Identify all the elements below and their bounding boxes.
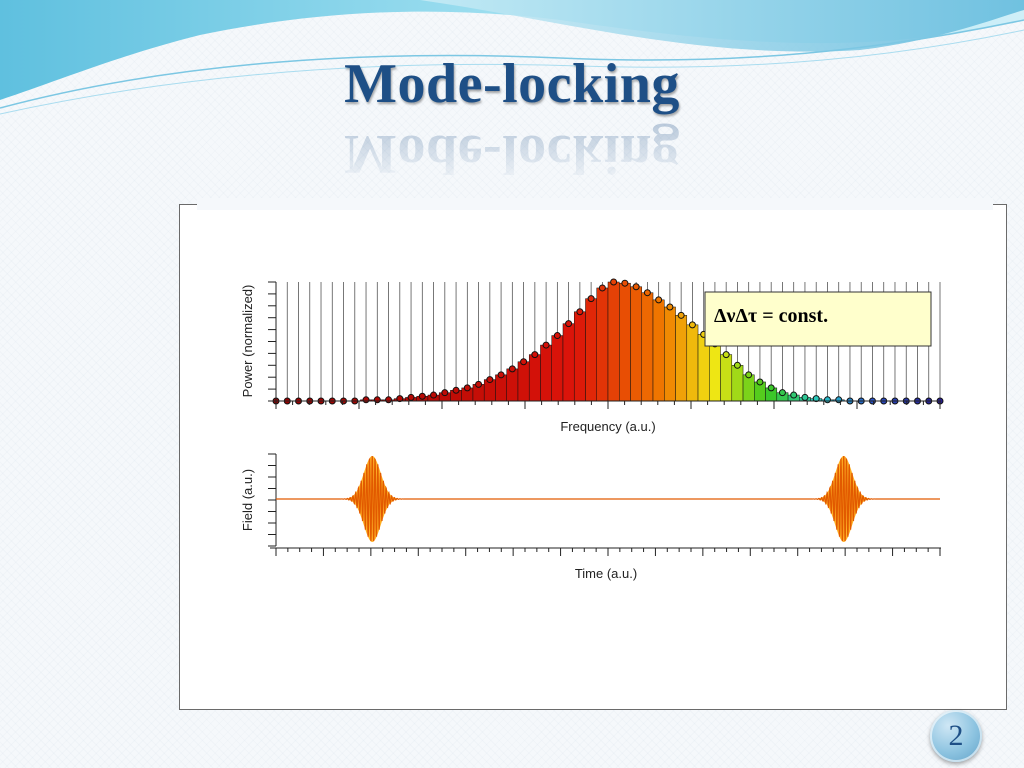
spectrum-bar: [630, 286, 643, 402]
spectrum-point: [531, 351, 539, 359]
spectrum-point: [745, 371, 753, 379]
spectrum-bar: [731, 365, 744, 402]
spectrum-point: [475, 380, 483, 388]
spectrum-bars: [360, 281, 845, 402]
spectrum-point: [587, 295, 595, 303]
spectrum-point: [396, 395, 404, 403]
spectrum-point: [407, 393, 415, 401]
spectrum-point: [452, 386, 460, 394]
spectrum-point: [418, 392, 426, 400]
figure-frame: [179, 204, 1007, 710]
spectrum-point: [598, 284, 606, 292]
spectrum-point: [508, 365, 516, 373]
pulse-envelope-1: [336, 456, 409, 542]
spectrum-bar: [709, 343, 721, 402]
spectrum-bar: [641, 292, 654, 402]
header-waves: [0, 0, 1024, 115]
spectrum-bar: [652, 299, 665, 402]
spectrum-point: [778, 389, 786, 397]
spectrum-point: [733, 361, 741, 369]
spectrum-bar: [619, 282, 631, 402]
spectrum-bar: [551, 335, 564, 402]
spectrum-bar: [562, 323, 575, 402]
spectrum-bar: [585, 298, 597, 402]
pulse-envelope-2: [807, 456, 880, 542]
spectrum-point: [385, 396, 393, 404]
spectrum-point: [812, 395, 820, 403]
spectrum-bar: [664, 306, 676, 402]
spectrum-point: [688, 321, 696, 329]
wave-right-band: [420, 0, 1024, 52]
spectrum-bar: [686, 324, 699, 402]
spectrum-point: [722, 351, 730, 359]
annotation-box: [704, 291, 932, 347]
spectrum-point: [497, 371, 505, 379]
spectrum-point: [801, 393, 809, 401]
spectrum-point: [655, 296, 663, 304]
frame-top-gap: [197, 198, 993, 210]
spectrum-point: [430, 391, 438, 399]
spectrum-bar: [540, 344, 552, 402]
spectrum-point: [565, 320, 573, 328]
spectrum-x-label: Frequency (a.u.): [560, 419, 655, 434]
spectrum-bar: [607, 281, 620, 402]
spectrum-point: [520, 358, 528, 366]
spectrum-point: [666, 303, 674, 311]
spectrum-point: [677, 311, 685, 319]
spectrum-point: [823, 396, 831, 404]
wave-line-1: [0, 19, 1024, 109]
annotation-text: ΔνΔτ = const.: [714, 305, 828, 327]
spectrum-point: [362, 396, 370, 404]
page-number-badge: 2: [930, 710, 982, 762]
field-x-label: Time (a.u.): [575, 566, 637, 581]
spectrum-bar: [573, 311, 586, 402]
spectrum-point: [576, 308, 584, 316]
field-trace: [276, 455, 940, 542]
spectrum-point: [610, 278, 618, 286]
spectrum-point: [441, 389, 449, 397]
spectrum-y-label: Power (normalized): [240, 285, 255, 398]
spectrum-bar: [528, 354, 541, 402]
spectrum-point: [790, 391, 798, 399]
spectrum-point: [553, 332, 561, 340]
spectrum-point: [643, 289, 651, 297]
spectrum-point: [632, 283, 640, 291]
spectrum-bar: [517, 361, 530, 402]
wave-line-2: [0, 29, 1024, 115]
spectrum-bar: [675, 315, 688, 402]
spectrum-point: [542, 341, 550, 349]
spectrum-bar: [720, 354, 733, 402]
spectrum-point: [463, 384, 471, 392]
spectrum-point: [486, 376, 494, 384]
spectrum-point: [756, 378, 764, 386]
spectrum-bar: [742, 374, 755, 402]
spectrum-markers: [272, 278, 944, 405]
spectrum-point: [767, 384, 775, 392]
spectrum-bar: [495, 374, 507, 402]
field-y-label: Field (a.u.): [240, 469, 255, 531]
spectrum-bar: [596, 287, 609, 402]
spectrum-bar: [506, 368, 519, 402]
slide-title: Mode-locking: [344, 53, 680, 115]
spectrum-point: [621, 279, 629, 287]
